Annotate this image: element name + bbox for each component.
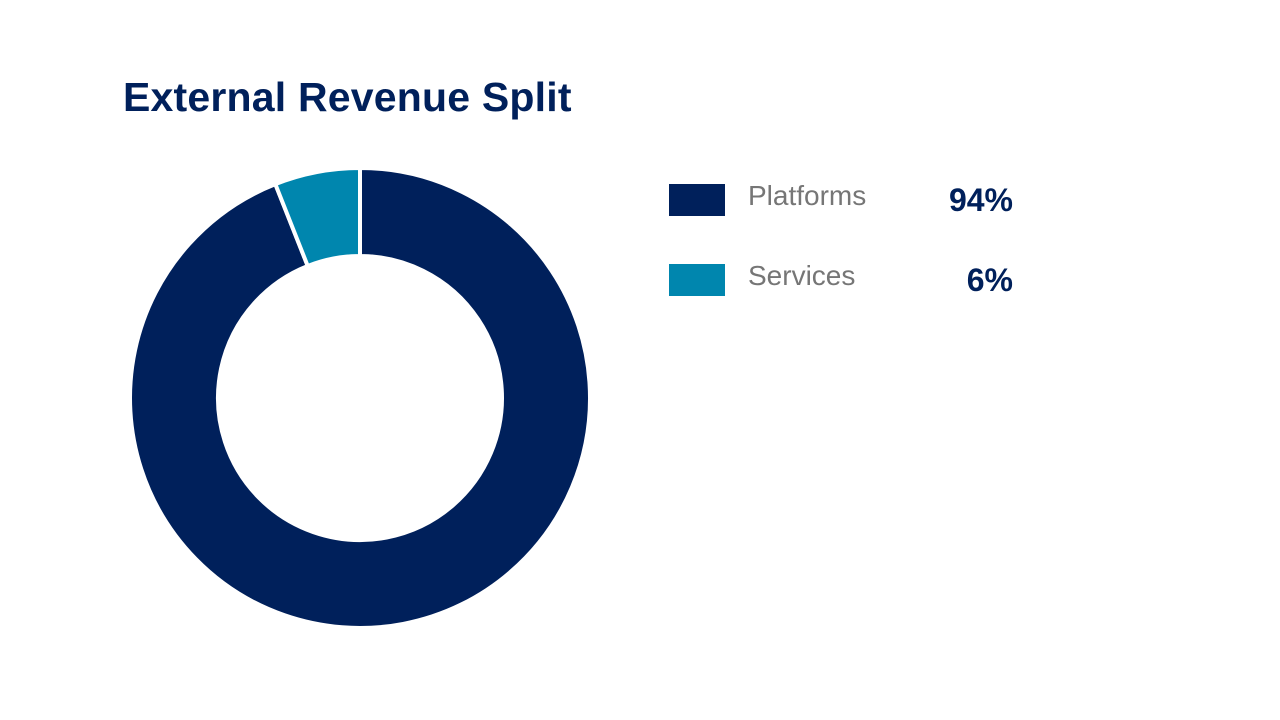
- legend-label-services: Services: [748, 260, 856, 291]
- legend-swatch-services: [669, 264, 725, 296]
- legend-item-services: Services 6%: [668, 260, 1028, 340]
- chart-title: External Revenue Split: [123, 74, 572, 120]
- donut-slice-platforms: [128, 165, 592, 630]
- legend: Platforms 94% Services 6%: [668, 180, 1028, 340]
- legend-item-platforms: Platforms 94%: [668, 180, 1028, 260]
- legend-value-services: 6%: [966, 262, 1013, 298]
- legend-label-platforms: Platforms: [748, 180, 867, 211]
- legend-swatch-platforms: [669, 184, 725, 216]
- donut-slice-services: [272, 165, 362, 269]
- legend-value-platforms: 94%: [948, 182, 1013, 218]
- donut-chart: [128, 165, 592, 630]
